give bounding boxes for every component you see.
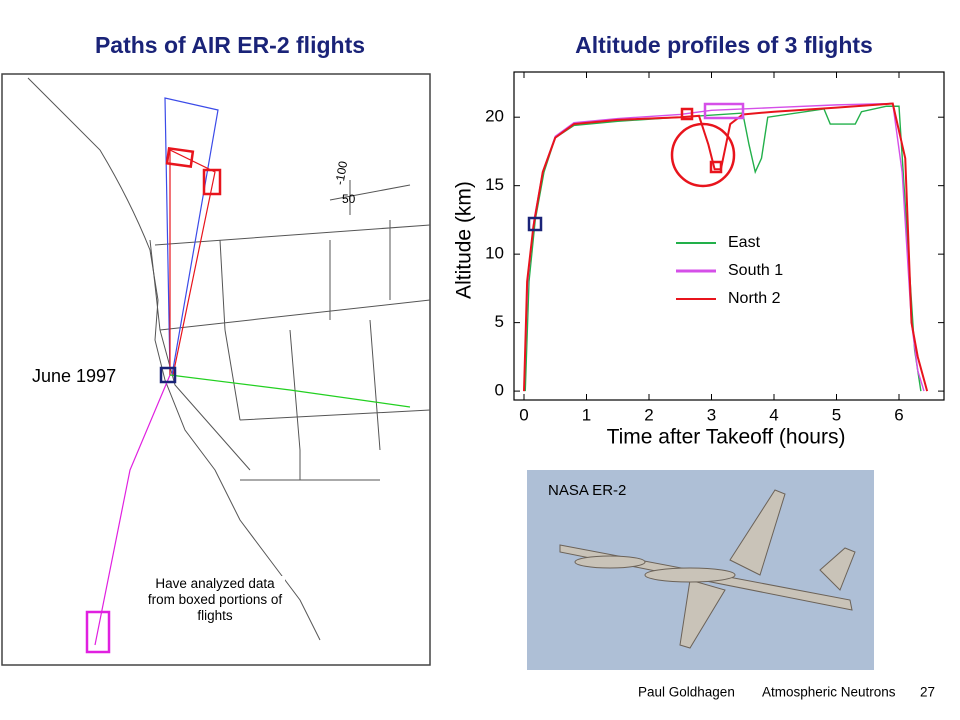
x-tick-label: 3	[707, 405, 716, 424]
x-tick-label: 0	[519, 405, 528, 424]
flight-path	[169, 374, 411, 408]
box	[527, 216, 543, 232]
map-lines	[27, 77, 431, 641]
y-tick-label: 5	[495, 312, 504, 331]
label-bg	[28, 364, 156, 390]
map-label: -100	[332, 160, 350, 186]
photo-label: NASA ER-2	[548, 482, 626, 499]
y-tick-label: 10	[485, 244, 504, 263]
plane	[559, 489, 856, 649]
flight-path	[94, 374, 171, 646]
chart-title: Altitude profiles of 3 flights	[575, 32, 873, 58]
map-title: Paths of AIR ER-2 flights	[95, 32, 365, 58]
series-line	[523, 102, 929, 392]
annotations	[527, 102, 745, 232]
y-tick-label: 20	[485, 107, 504, 126]
map-label: 50	[342, 192, 356, 206]
y-tick-label: 15	[485, 175, 504, 194]
x-tick-label: 5	[832, 405, 841, 424]
box	[709, 160, 723, 174]
map: -100 50 June 1997 Have analyzed data fro…	[1, 73, 431, 666]
photo: NASA ER-2	[527, 470, 874, 670]
footer-author: Paul Goldhagen	[638, 685, 735, 700]
circle	[670, 122, 736, 188]
x-tick-label: 1	[582, 405, 591, 424]
legend-label: South 1	[728, 262, 783, 279]
date-label: June 1997	[32, 366, 116, 386]
box	[165, 146, 195, 169]
note: Have analyzed data from boxed portions o…	[145, 576, 285, 624]
box	[85, 610, 111, 654]
legend-label: North 2	[728, 290, 781, 307]
footer-topic: Atmospheric Neutrons	[762, 685, 896, 700]
x-tick-label: 6	[894, 405, 903, 424]
footer-page: 27	[920, 685, 935, 700]
note-text: Have analyzed data from boxed portions o…	[145, 576, 285, 624]
box	[703, 102, 745, 120]
x-axis-label: Time after Takeoff (hours)	[607, 426, 846, 449]
flight-path	[164, 97, 219, 376]
y-axis-label: Altitude (km)	[453, 181, 476, 299]
x-tick-label: 4	[769, 405, 778, 424]
box	[202, 168, 222, 196]
legend-label: East	[728, 234, 761, 251]
box	[159, 366, 177, 384]
chart: 0 1 2 3 4 5 6 0 5 10 15 20 East South 1 North 2	[485, 71, 945, 424]
x-tick-label: 2	[644, 405, 653, 424]
box	[680, 107, 694, 121]
y-tick-label: 0	[495, 381, 504, 400]
